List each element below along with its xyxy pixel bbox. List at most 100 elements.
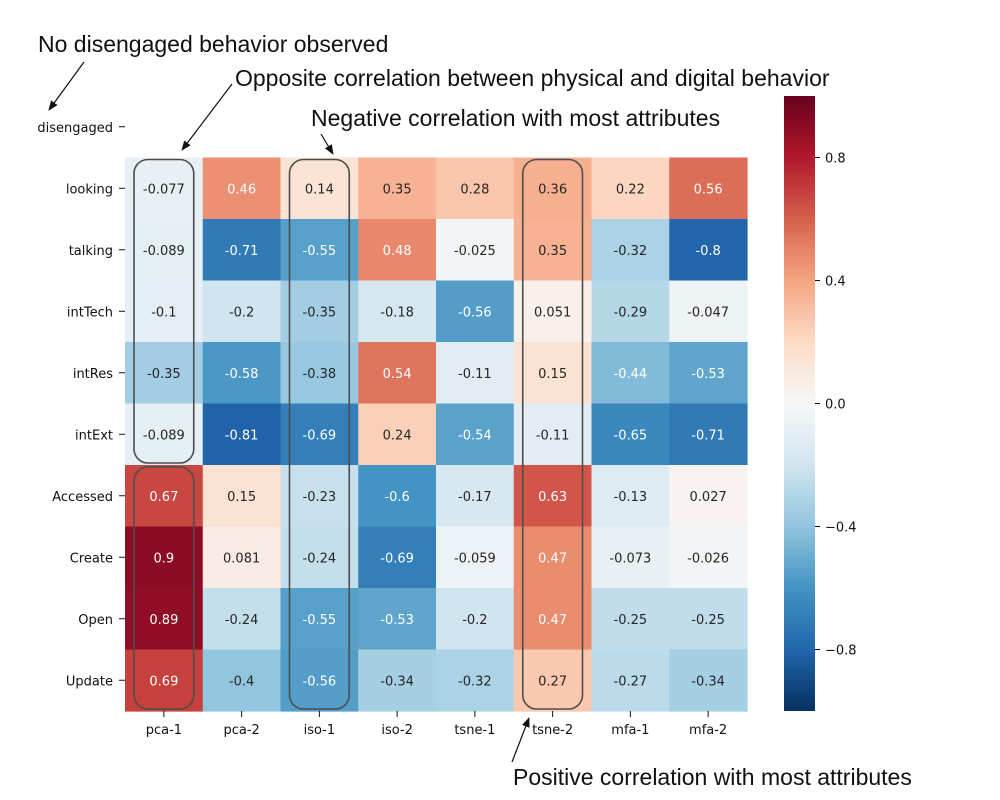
cell-label-intext-mfa-2: -0.71 (691, 428, 725, 443)
cell-label-open-mfa-2: -0.25 (691, 613, 725, 628)
column-label-mfa-1: mfa-1 (611, 723, 649, 738)
row-label-inttech: intTech (67, 305, 113, 320)
heatmap-cell-open-iso-1 (280, 588, 359, 651)
cell-label-open-pca-1: 0.89 (149, 613, 178, 628)
cell-label-looking-pca-2: 0.46 (227, 182, 256, 197)
annotation-positive-correlation: Positive correlation with most attribute… (513, 764, 912, 790)
cell-label-update-iso-1: -0.56 (303, 674, 337, 689)
cell-label-looking-mfa-1: 0.22 (616, 182, 645, 197)
heatmap-cell-accessed-pca-2 (202, 465, 282, 528)
heatmap-cell-intext-pca-2 (202, 403, 282, 466)
heatmap-cell-intext-iso-1 (280, 403, 359, 466)
highlight-outlines (133, 158, 584, 710)
heatmap-cell-looking-mfa-2 (669, 157, 748, 220)
heatmap-cell-looking-pca-2 (202, 157, 282, 220)
heatmap-cell-intext-tsne-2 (513, 403, 593, 466)
column-label-pca-1: pca-1 (146, 723, 182, 738)
cell-label-talking-pca-2: -0.71 (225, 244, 259, 259)
cell-label-inttech-pca-2: -0.2 (229, 305, 254, 320)
cell-label-intres-tsne-2: 0.15 (538, 367, 567, 382)
column-label-iso-2: iso-2 (381, 723, 413, 738)
heatmap-cell-talking-pca-1 (125, 219, 204, 282)
heatmap-cell-accessed-tsne-1 (436, 465, 515, 528)
heatmap-cell-inttech-iso-2 (358, 280, 437, 343)
cell-label-create-mfa-1: -0.073 (609, 551, 651, 566)
heatmap-cell-intres-mfa-2 (669, 342, 748, 405)
colorbar-tick-label: −0.8 (825, 644, 857, 659)
cell-label-open-pca-2: -0.24 (225, 613, 259, 628)
annotations: No disengaged behavior observed Opposite… (38, 31, 912, 790)
heatmap-cell-inttech-tsne-2 (513, 280, 593, 343)
heatmap-cell-intres-iso-2 (358, 342, 437, 405)
annotation-no-disengaged: No disengaged behavior observed (38, 31, 388, 57)
cell-label-update-tsne-1: -0.32 (458, 674, 492, 689)
column-label-mfa-2: mfa-2 (689, 723, 727, 738)
cell-label-talking-iso-1: -0.55 (303, 244, 337, 259)
row-label-open: Open (78, 613, 113, 628)
cell-label-open-iso-2: -0.53 (380, 613, 414, 628)
cell-label-talking-pca-1: -0.089 (143, 244, 185, 259)
cell-label-create-iso-1: -0.24 (303, 551, 337, 566)
cell-label-create-tsne-2: 0.47 (538, 551, 567, 566)
cell-label-update-pca-2: -0.4 (229, 674, 254, 689)
cell-label-create-pca-1: 0.9 (154, 551, 175, 566)
cell-label-looking-tsne-1: 0.28 (460, 182, 489, 197)
cell-label-inttech-pca-1: -0.1 (151, 305, 176, 320)
cell-label-talking-tsne-1: -0.025 (454, 244, 496, 259)
cell-label-intres-mfa-2: -0.53 (691, 367, 725, 382)
heatmap-cell-talking-mfa-2 (669, 219, 748, 282)
cell-label-create-pca-2: 0.081 (223, 551, 260, 566)
cell-label-create-iso-2: -0.69 (380, 551, 414, 566)
cell-label-looking-pca-1: -0.077 (143, 182, 185, 197)
heatmap-cell-open-iso-2 (358, 588, 437, 651)
cell-label-accessed-tsne-2: 0.63 (538, 490, 567, 505)
cell-label-open-iso-1: -0.55 (303, 613, 337, 628)
cell-label-intext-tsne-2: -0.11 (536, 428, 570, 443)
heatmap-cell-intres-tsne-1 (436, 342, 515, 405)
cell-label-intres-pca-2: -0.58 (225, 367, 259, 382)
heatmap-cell-accessed-tsne-2 (513, 465, 593, 528)
cell-label-intext-iso-1: -0.69 (303, 428, 337, 443)
heatmap-cell-update-mfa-2 (669, 649, 748, 712)
row-label-disengaged: disengaged (37, 121, 113, 136)
cell-label-update-tsne-2: 0.27 (538, 674, 567, 689)
heatmap-cell-talking-iso-1 (280, 219, 359, 282)
heatmap-cell-accessed-iso-1 (280, 465, 359, 528)
heatmap-cell-labels: -0.077 0.46 0.14 0.35 0.28 0.36 0.22 0.56 -0.089… (143, 182, 729, 689)
heatmap-cell-create-mfa-1 (591, 526, 670, 589)
heatmap-cell-looking-iso-1 (280, 157, 359, 220)
heatmap-cell-inttech-mfa-1 (591, 280, 670, 343)
colorbar-tick-label: 0.8 (825, 152, 846, 167)
heatmap-cell-open-tsne-1 (436, 588, 515, 651)
annotation-negative-correlation-arrow (320, 133, 334, 155)
row-label-intext: intExt (75, 428, 113, 443)
heatmap-cell-update-mfa-1 (591, 649, 670, 712)
heatmap-cell-create-mfa-2 (669, 526, 748, 589)
heatmap-cell-talking-iso-2 (358, 219, 437, 282)
heatmap-cell-inttech-mfa-2 (669, 280, 748, 343)
heatmap-cell-intext-mfa-1 (591, 403, 670, 466)
row-label-create: Create (70, 551, 113, 566)
heatmap-cell-create-iso-2 (358, 526, 437, 589)
highlight-pca-1-digital (133, 466, 195, 710)
cell-label-inttech-iso-1: -0.35 (303, 305, 337, 320)
annotation-positive-correlation-arrow (511, 717, 530, 763)
cell-label-intres-pca-1: -0.35 (147, 367, 181, 382)
cell-label-create-tsne-1: -0.059 (454, 551, 496, 566)
heatmap-cell-talking-tsne-2 (513, 219, 593, 282)
cell-label-inttech-mfa-2: -0.047 (687, 305, 729, 320)
heatmap-cell-create-iso-1 (280, 526, 359, 589)
cell-label-intext-iso-2: 0.24 (383, 428, 412, 443)
cell-label-accessed-mfa-2: 0.027 (690, 490, 727, 505)
annotation-opposite-correlation: Opposite correlation between physical an… (235, 65, 830, 91)
heatmap-cell-intext-tsne-1 (436, 403, 515, 466)
annotation-no-disengaged-arrow (48, 61, 85, 111)
heatmap-cell-open-pca-1 (125, 588, 204, 651)
heatmap-cell-update-pca-1 (125, 649, 204, 712)
row-label-talking: talking (69, 244, 113, 259)
heatmap-cell-update-iso-2 (358, 649, 437, 712)
cell-label-update-mfa-1: -0.27 (614, 674, 648, 689)
heatmap-cell-inttech-iso-1 (280, 280, 359, 343)
row-label-looking: looking (66, 182, 113, 197)
heatmap-cell-create-pca-1 (125, 526, 204, 589)
